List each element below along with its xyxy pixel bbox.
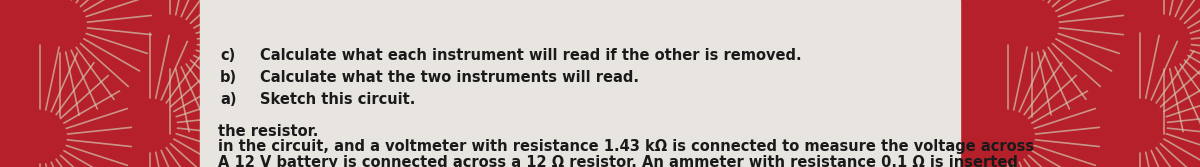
- Text: a): a): [220, 93, 236, 108]
- Text: Sketch this circuit.: Sketch this circuit.: [260, 93, 415, 108]
- Bar: [0, 0, 200, 167]
- Text: in the circuit, and a voltmeter with resistance 1.43 kΩ is connected to measure : in the circuit, and a voltmeter with res…: [218, 139, 1034, 154]
- Text: c): c): [220, 48, 235, 63]
- Text: A 12 V battery is connected across a 12 Ω resistor. An ammeter with resistance 0: A 12 V battery is connected across a 12 …: [218, 155, 1018, 167]
- Text: Calculate what each instrument will read if the other is removed.: Calculate what each instrument will read…: [260, 48, 802, 63]
- Text: b): b): [220, 70, 238, 86]
- Text: the resistor.: the resistor.: [218, 124, 318, 139]
- Bar: [200, 0, 960, 167]
- Bar: [960, 0, 1200, 167]
- Text: Calculate what the two instruments will read.: Calculate what the two instruments will …: [260, 70, 640, 86]
